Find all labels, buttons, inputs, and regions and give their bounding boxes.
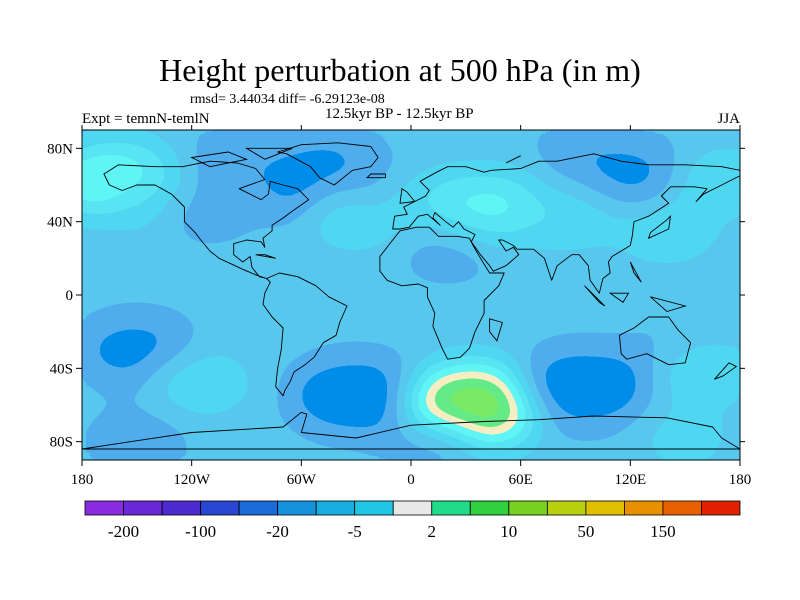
coastline-4 (379, 226, 505, 360)
colorbar-swatch (546, 500, 587, 516)
anomaly-blob-2 (186, 132, 289, 186)
island-coastline-3 (584, 285, 606, 307)
colorbar-swatch (624, 500, 664, 516)
colorbar-swatch (161, 500, 201, 516)
colorbar-label: 150 (650, 522, 676, 541)
island-coastline-6 (489, 318, 503, 342)
coastline-6 (82, 411, 740, 450)
coastline-3 (392, 153, 740, 294)
colorbar-label: -5 (348, 522, 362, 541)
island-coastline-0 (399, 187, 416, 204)
x-tick-label: 180 (71, 472, 94, 488)
anomaly-blob-17 (150, 356, 252, 410)
y-tick-label: 40N (47, 215, 73, 231)
anomaly-blob-14 (616, 204, 718, 258)
coastline-5 (618, 316, 692, 366)
colorbar-swatch (315, 500, 356, 516)
colorbar-label: 2 (428, 522, 437, 541)
x-tick-label: 60E (509, 472, 533, 488)
colorbar-swatch (701, 500, 741, 516)
island-coastline-10 (255, 254, 276, 259)
colorbar-swatch (469, 500, 510, 516)
anomaly-blob-24 (380, 421, 478, 460)
anomaly-blob-20 (516, 350, 653, 423)
coastline-1 (277, 142, 379, 186)
period-label: 12.5kyr BP - 12.5kyr BP (325, 106, 474, 122)
y-axis: 80N 40N 0 40S 80S (47, 141, 745, 451)
chart-title: Height perturbation at 500 hPa (in m) (159, 52, 641, 88)
island-coastline-5 (650, 296, 687, 313)
y-tick-label: 80N (47, 141, 73, 157)
colorbar: -200 -100 -20 -5 2 10 50 150 (84, 500, 741, 541)
colorbar-label: 50 (577, 522, 594, 541)
colorbar-swatch (200, 500, 240, 516)
island-coastline-7 (714, 362, 738, 380)
colorbar-swatch (392, 500, 433, 516)
colorbar-label: -200 (108, 522, 139, 541)
season-label: JJA (717, 111, 740, 127)
x-tick-label: 60W (287, 472, 317, 488)
island-coastline-1 (366, 173, 386, 179)
island-coastline-8 (244, 147, 293, 160)
anomaly-blob-13 (671, 154, 740, 208)
x-tick-label: 180 (729, 472, 752, 488)
anomaly-blob-12 (582, 145, 697, 206)
colorbar-swatch (123, 500, 163, 516)
coastline-2 (262, 272, 348, 397)
colorbar-swatch (508, 500, 548, 516)
colorbar-swatch (277, 500, 317, 516)
colorbar-swatch (84, 500, 124, 516)
anomaly-blob-10 (515, 191, 618, 245)
island-coastline-2 (647, 214, 672, 240)
colorbar-swatch (431, 500, 471, 516)
contour-field (82, 130, 740, 460)
colorbar-label: 10 (500, 522, 517, 541)
colorbar-label: -20 (266, 522, 289, 541)
y-tick-label: 80S (50, 435, 73, 451)
anomaly-blob-15 (399, 227, 496, 279)
anomaly-blob-25 (636, 412, 734, 460)
island-coastline-11 (629, 261, 642, 283)
colorbar-swatch (585, 500, 625, 516)
coastline-0 (103, 160, 310, 279)
colorbar-label: -100 (185, 522, 216, 541)
x-tick-label: 120W (173, 472, 211, 488)
y-tick-label: 40S (50, 361, 73, 377)
anomaly-blob-22 (652, 345, 740, 399)
colorbar-swatch (238, 500, 279, 516)
colorbar-swatch (662, 500, 702, 516)
island-coastline-12 (505, 155, 521, 164)
y-tick-label: 0 (66, 288, 74, 304)
anomaly-blob-5 (161, 187, 259, 238)
x-tick-label: 120E (614, 472, 646, 488)
anomaly-blob-18 (287, 359, 425, 432)
coastlines (82, 142, 740, 450)
island-coastline-9 (190, 151, 249, 168)
stats-label: rmsd= 3.44034 diff= -6.29123e-08 (190, 92, 385, 107)
island-coastline-4 (608, 292, 630, 303)
x-axis: 180 120W 60W 0 60E 120E 180 (71, 125, 752, 488)
x-tick-label: 0 (407, 472, 415, 488)
experiment-label: Expt = temnN-temlN (82, 111, 210, 127)
colorbar-swatch (354, 500, 394, 516)
